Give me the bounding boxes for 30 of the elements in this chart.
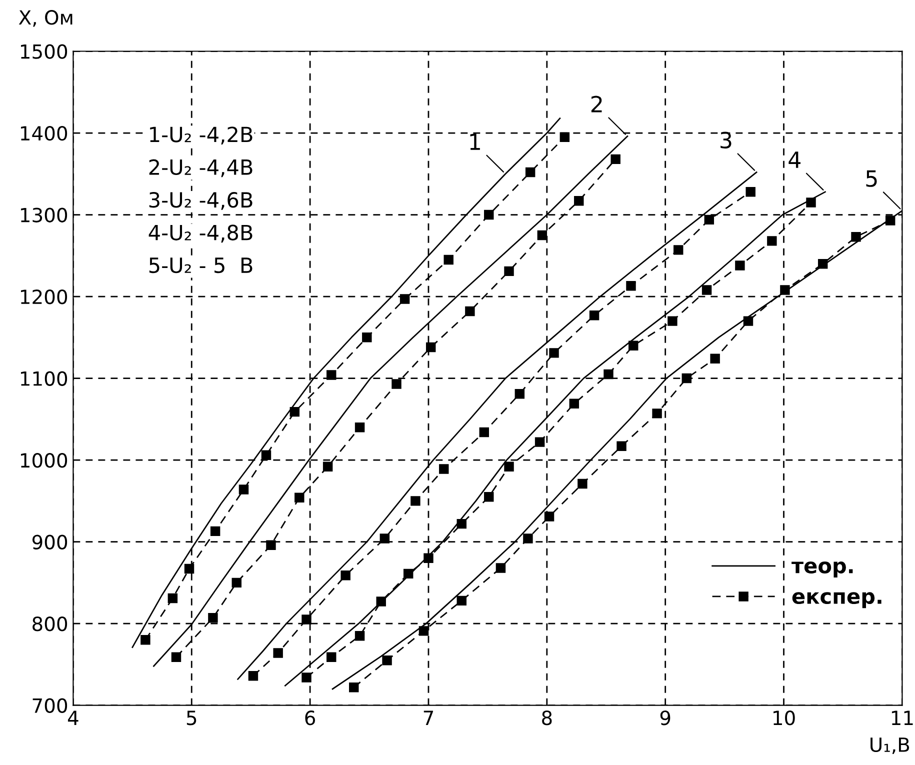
- annotation: 2: [591, 96, 602, 112]
- y-tick-label: 800: [32, 616, 68, 632]
- x-tick-label: 11: [892, 710, 913, 725]
- y-tick-label: 1300: [20, 208, 68, 222]
- x-tick-label: 8: [542, 710, 552, 726]
- x-tick-label: 4: [68, 710, 78, 725]
- annotation: 3-U₂ -4,6В: [149, 192, 252, 210]
- y-tick-label: 700: [32, 698, 68, 713]
- x-tick-label: 9: [660, 710, 670, 726]
- annotation: 1-U₂ -4,2В: [150, 126, 252, 144]
- x-axis-title: U₁,В: [870, 738, 910, 754]
- annotation: 5-U₂ - 5 В: [149, 258, 252, 274]
- legend-label: експер.: [792, 592, 882, 608]
- legend-label: теор.: [792, 562, 853, 578]
- annotation: 2-U₂ -4,4В: [149, 159, 252, 178]
- annotation: 4-U₂ -4,8В: [148, 224, 252, 243]
- x-tick-label: 6: [305, 710, 316, 726]
- y-tick-label: 1400: [20, 126, 68, 141]
- y-tick-label: 1100: [20, 371, 68, 386]
- y-tick-label: 1500: [20, 44, 68, 59]
- annotation: 1: [470, 134, 480, 150]
- y-tick-label: 900: [32, 534, 68, 550]
- x-tick-label: 10: [774, 710, 795, 726]
- y-tick-label: 1200: [20, 289, 68, 304]
- x-tick-label: 5: [186, 710, 196, 726]
- annotation: 4: [788, 152, 800, 168]
- x-tick-label: 7: [424, 710, 434, 725]
- annotation: 5: [866, 170, 877, 187]
- y-tick-label: 1000: [20, 453, 68, 468]
- y-axis-title: X, Ом: [18, 10, 72, 27]
